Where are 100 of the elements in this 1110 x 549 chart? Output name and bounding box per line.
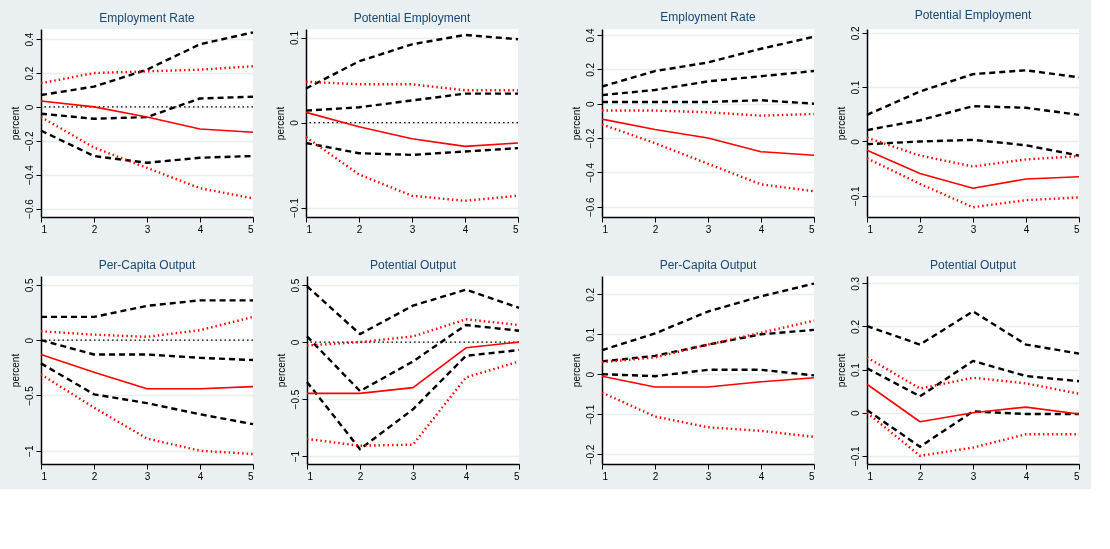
- y-tick-label: −0.2: [584, 128, 596, 149]
- x-tick-label: 4: [1023, 223, 1030, 235]
- x-tick-label: 1: [867, 223, 874, 235]
- y-tick-label: 0: [849, 138, 861, 145]
- y-tick-label: 0: [849, 409, 861, 416]
- x-tick-label: 5: [808, 223, 815, 235]
- y-tick-label: 0.2: [584, 287, 596, 302]
- y-tick-label: 0.5: [289, 278, 301, 293]
- x-tick-label: 2: [652, 470, 659, 482]
- y-tick-label: 0.4: [23, 32, 35, 47]
- x-tick-label: 4: [463, 470, 470, 482]
- x-tick-label: 5: [1073, 470, 1080, 482]
- line-series: [600, 123, 816, 193]
- line-series: [601, 118, 815, 156]
- line-series: [39, 315, 255, 339]
- y-axis-title: percent: [9, 353, 21, 388]
- x-tick-label: 2: [652, 223, 659, 235]
- x-tick-label: 4: [758, 223, 765, 235]
- x-tick-label: 3: [410, 470, 417, 482]
- y-tick-label: 0: [584, 371, 596, 378]
- x-tick-label: 1: [306, 223, 313, 235]
- y-tick-label: 0.3: [849, 276, 861, 291]
- line-series: [306, 341, 520, 395]
- line-series: [39, 65, 255, 85]
- line-series: [39, 373, 255, 456]
- y-tick-label: −0.4: [23, 164, 35, 186]
- y-tick-label: 0: [289, 339, 301, 346]
- y-axis-title: percent: [835, 106, 847, 141]
- line-series: [40, 353, 254, 390]
- y-tick-label: −0.1: [288, 197, 300, 219]
- x-tick-label: 1: [307, 470, 314, 482]
- x-tick-label: 1: [602, 223, 609, 235]
- y-tick-label: −0.1: [849, 186, 861, 207]
- y-tick-label: 0: [23, 337, 35, 344]
- y-tick-label: 0.1: [584, 327, 596, 342]
- y-tick-label: −0.6: [23, 198, 35, 219]
- y-tick-label: −0.1: [849, 446, 861, 467]
- x-tick-label: 5: [247, 223, 254, 235]
- x-tick-label: 3: [144, 223, 151, 235]
- line-series: [865, 136, 1081, 168]
- y-tick-label: 0.1: [849, 80, 861, 95]
- y-tick-label: −0.2: [584, 444, 596, 465]
- x-tick-label: 4: [462, 223, 469, 235]
- y-tick-label: −0.2: [23, 130, 35, 152]
- chart-title: Potential Employment: [353, 11, 472, 25]
- x-tick-label: 4: [197, 470, 204, 482]
- y-tick-label: 0: [584, 100, 596, 107]
- y-axis-title: percent: [274, 106, 286, 141]
- x-tick-label: 4: [758, 470, 765, 482]
- x-tick-label: 3: [144, 470, 151, 482]
- x-tick-label: 2: [356, 223, 363, 235]
- y-tick-label: 0.5: [23, 277, 35, 293]
- y-tick-label: −0.5: [289, 389, 301, 410]
- x-tick-label: 4: [197, 223, 204, 235]
- chart-title: Per-Capita Output: [98, 258, 197, 272]
- line-series: [865, 157, 1081, 209]
- x-tick-label: 2: [917, 223, 924, 235]
- line-series: [601, 375, 815, 388]
- x-tick-label: 5: [247, 470, 254, 482]
- y-tick-label: 0: [23, 104, 35, 111]
- x-tick-label: 2: [91, 470, 98, 482]
- line-series: [40, 100, 254, 134]
- x-tick-label: 5: [808, 470, 815, 482]
- x-tick-label: 3: [705, 470, 712, 482]
- x-tick-label: 5: [512, 223, 519, 235]
- y-tick-label: 0.2: [584, 62, 596, 77]
- y-tick-label: 0.4: [584, 28, 596, 43]
- x-tick-label: 2: [917, 470, 924, 482]
- chart-title: Employment Rate: [660, 10, 757, 25]
- x-tick-label: 1: [41, 470, 48, 482]
- y-tick-label: 0.2: [849, 25, 861, 41]
- y-tick-label: −0.5: [23, 385, 35, 406]
- y-tick-label: −0.6: [584, 196, 596, 218]
- line-series: [305, 111, 519, 148]
- y-tick-label: 0: [288, 119, 300, 126]
- chart-title: Potential Output: [929, 258, 1017, 272]
- x-tick-label: 3: [409, 223, 416, 235]
- x-tick-label: 3: [970, 470, 977, 482]
- line-series: [866, 383, 1080, 423]
- y-axis-title: percent: [835, 353, 847, 388]
- y-tick-label: 0.2: [23, 66, 35, 81]
- y-tick-label: −0.4: [584, 162, 596, 183]
- chart-title: Potential Output: [369, 258, 457, 272]
- x-tick-label: 4: [1023, 470, 1030, 482]
- y-tick-label: 0.1: [849, 362, 861, 378]
- x-tick-label: 2: [91, 223, 98, 235]
- x-tick-label: 5: [513, 470, 520, 482]
- y-tick-label: −0.1: [584, 404, 596, 425]
- chart-title: Employment Rate: [99, 11, 196, 25]
- x-tick-label: 1: [602, 470, 609, 482]
- y-tick-label: 0.1: [288, 30, 300, 45]
- x-tick-label: 1: [867, 470, 874, 482]
- y-tick-label: 0.2: [849, 319, 861, 334]
- y-axis-title: percent: [275, 353, 287, 388]
- y-axis-title: percent: [570, 353, 582, 388]
- line-series: [600, 391, 816, 439]
- y-tick-label: −1: [289, 450, 301, 463]
- x-tick-label: 3: [705, 223, 712, 235]
- y-axis-title: percent: [9, 106, 21, 141]
- y-axis-title: percent: [570, 106, 582, 141]
